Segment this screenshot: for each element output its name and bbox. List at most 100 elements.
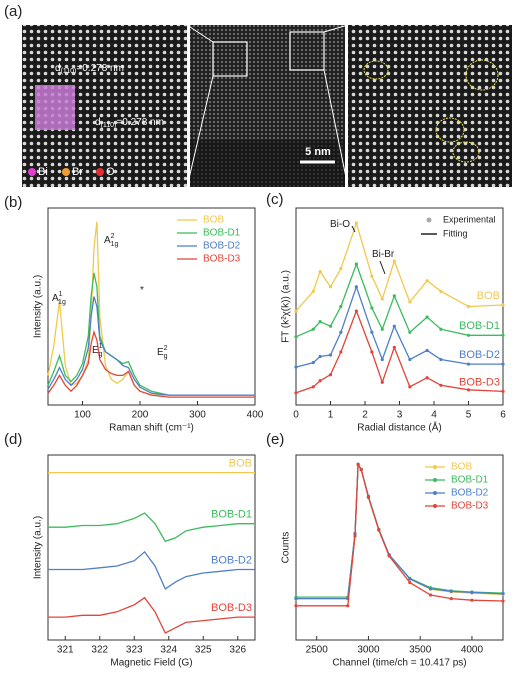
data-point	[370, 306, 374, 310]
peak-annotation-sub: 1g	[58, 299, 66, 306]
peak-annotation: Bi-O	[330, 219, 350, 230]
x-axis-label: Radial distance (Å)	[357, 421, 441, 434]
data-point	[466, 333, 471, 337]
data-point	[428, 587, 433, 591]
lattice-annotation-rest: =0.278 nm	[116, 117, 164, 128]
x-tick-label: 324	[160, 645, 177, 656]
data-point	[392, 324, 396, 328]
data-point	[408, 577, 412, 581]
data-point	[311, 289, 315, 293]
peak-annotation: A1 1g	[52, 291, 66, 306]
panel-label: (d)	[4, 431, 22, 448]
data-point	[328, 373, 333, 377]
series-line	[295, 262, 503, 338]
legend-label: BOB-D2	[203, 241, 241, 252]
data-point	[311, 385, 315, 389]
data-point	[408, 385, 412, 389]
data-point	[346, 604, 350, 608]
peak-annotation-base: E	[92, 345, 99, 356]
zoom-line	[323, 24, 349, 33]
data-point	[377, 528, 381, 532]
data-point	[328, 324, 333, 328]
data-point	[339, 267, 343, 271]
peak-annotation-base: E	[157, 347, 164, 358]
x-tick-label: 325	[195, 645, 212, 656]
data-point	[425, 279, 429, 283]
data-point	[466, 362, 471, 366]
data-point	[428, 593, 433, 597]
data-point	[354, 221, 358, 225]
x-tick-label: 3	[397, 410, 403, 421]
x-tick-label: 5	[466, 410, 472, 421]
series-label: BOB-D1	[211, 509, 252, 521]
data-point	[294, 596, 298, 601]
peak-annotation-sup: 1	[99, 343, 103, 350]
x-tick-label: 321	[57, 645, 74, 656]
plot-frame	[47, 207, 256, 406]
data-point	[501, 389, 505, 393]
panel-a: (a) 5 nm	[4, 3, 512, 188]
data-point	[501, 333, 505, 337]
data-point	[354, 262, 358, 266]
data-point	[370, 330, 374, 334]
crystal-model	[35, 85, 75, 130]
x-tick-label: 100	[74, 410, 91, 421]
data-point	[318, 270, 322, 274]
x-tick-label: 322	[91, 645, 108, 656]
data-point	[425, 315, 429, 319]
atom-label: O	[106, 166, 115, 178]
x-tick-label: 200	[132, 410, 149, 421]
lattice-annotation: d(110)=0.278 nm	[95, 117, 164, 129]
y-axis-label: Intensity (a.u.)	[33, 275, 44, 338]
annotation-arrow	[351, 225, 356, 233]
x-tick-label: 326	[229, 645, 246, 656]
series-line	[48, 550, 255, 590]
legend-label: BOB-D3	[203, 254, 241, 265]
peak-annotation: E1 g	[92, 343, 103, 358]
data-point	[294, 335, 298, 339]
data-point	[470, 598, 474, 602]
x-axis-label: Channel (time/ch = 10.417 ps)	[332, 658, 466, 669]
data-point	[449, 589, 453, 593]
data-point	[466, 304, 471, 309]
data-point	[353, 534, 357, 538]
data-point	[392, 294, 396, 298]
y-axis-label: Intensity (a.u.)	[33, 516, 44, 579]
legend-label: BOB-D1	[203, 228, 241, 239]
legend-label: BOB	[203, 215, 224, 226]
peak-annotation-sub: g	[99, 351, 103, 358]
data-point	[354, 285, 358, 289]
data-point	[449, 596, 453, 601]
peak-annotation: *	[140, 285, 144, 296]
legend-label: BOB-D3	[451, 501, 489, 512]
series-line	[47, 272, 255, 396]
series-label: BOB-D2	[211, 554, 252, 566]
peak-annotation: A2 1g	[104, 233, 118, 248]
data-point	[370, 350, 374, 354]
data-point	[466, 388, 471, 392]
data-point	[501, 362, 505, 366]
data-point	[439, 357, 443, 362]
data-point	[408, 300, 412, 304]
legend-swatch	[426, 217, 432, 223]
series-line	[295, 309, 504, 394]
data-point	[387, 554, 391, 558]
data-point	[425, 348, 429, 353]
scale-bar-label: 5 nm	[305, 146, 331, 158]
data-point	[328, 353, 333, 357]
data-point	[339, 350, 343, 354]
x-tick-label: 323	[126, 645, 143, 656]
x-tick-label: 300	[189, 410, 206, 421]
lattice-annotation-base: d	[95, 117, 101, 128]
legend-label: BOB	[451, 462, 472, 473]
data-point	[354, 309, 358, 313]
data-point	[294, 391, 298, 395]
lattice-annotation-rest: =0.278 nm	[76, 63, 124, 74]
hrtem-zoom	[348, 25, 512, 187]
atom-swatch	[96, 168, 104, 176]
data-point	[470, 590, 474, 595]
defect-outline	[452, 141, 480, 163]
x-tick-label: 400	[247, 410, 264, 421]
peak-annotation: Bi-Br	[372, 249, 395, 260]
zoom-line	[323, 69, 349, 188]
